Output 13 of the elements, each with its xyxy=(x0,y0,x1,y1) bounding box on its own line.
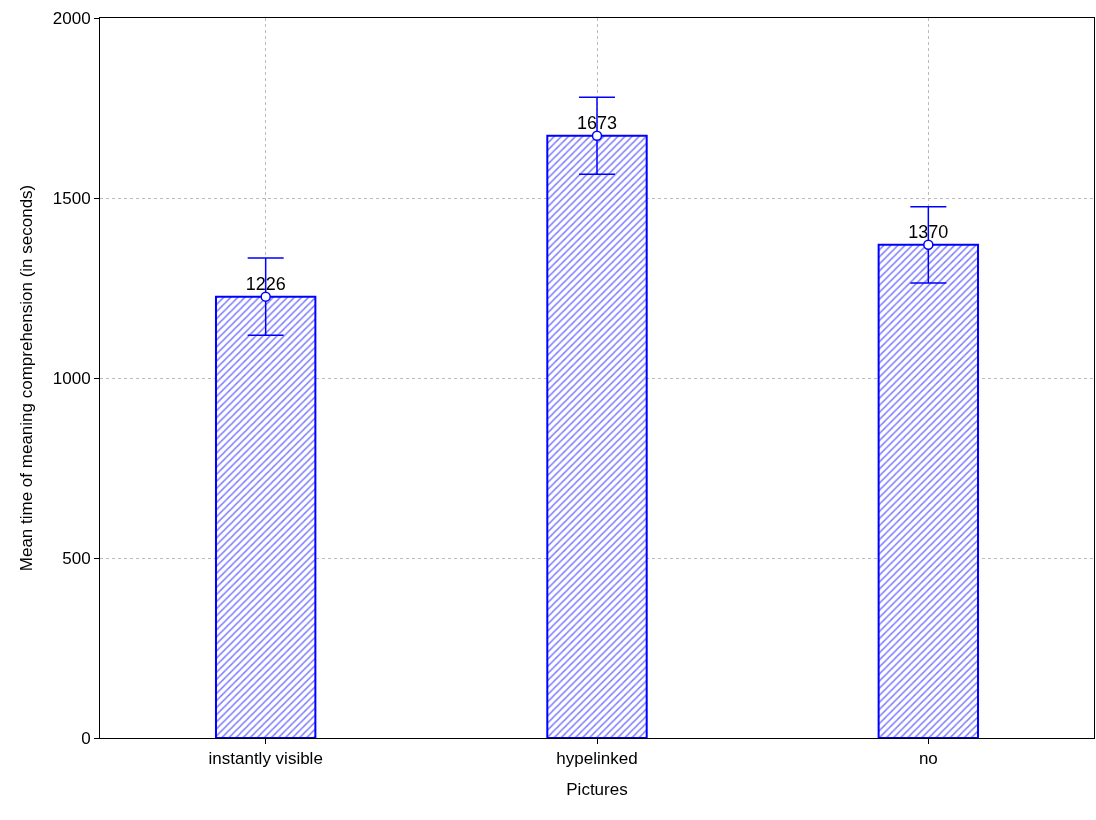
y-tick-label: 1000 xyxy=(52,368,91,388)
x-axis-title: Pictures xyxy=(566,779,628,799)
x-tick-label: hypelinked xyxy=(556,749,638,769)
y-axis-title: Mean time of meaning comprehension (in seconds) xyxy=(17,184,37,572)
x-tick-label: no xyxy=(918,749,938,769)
y-tick-label: 1500 xyxy=(52,188,91,208)
y-tick-label: 2000 xyxy=(52,8,91,28)
y-tick-label: 500 xyxy=(62,548,91,568)
y-tick-label: 0 xyxy=(81,728,91,748)
x-tick-label: instantly visible xyxy=(208,749,323,769)
point xyxy=(591,130,603,141)
point xyxy=(260,291,271,302)
point xyxy=(923,239,934,251)
